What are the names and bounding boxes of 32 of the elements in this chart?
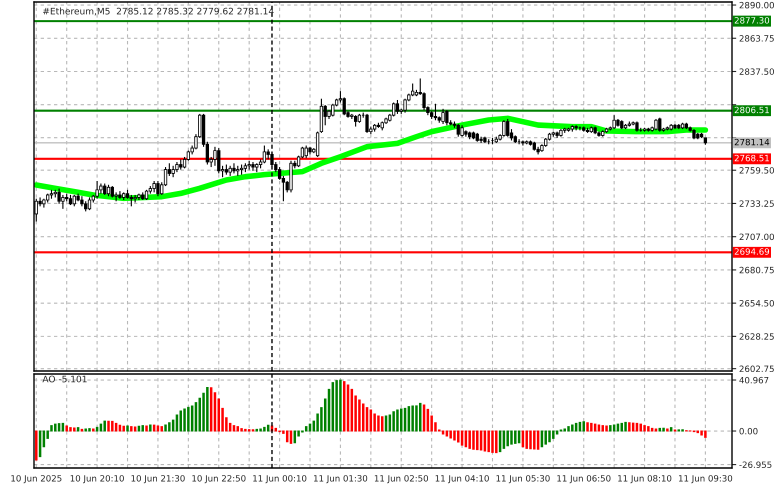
ref-line-label: 2806.51 xyxy=(734,106,769,114)
x-tick-label: 11 Jun 00:10 xyxy=(253,475,306,484)
ref-line-label: 2694.69 xyxy=(734,248,770,255)
annotation: AO -5.101 xyxy=(42,376,87,382)
y-tick-label: 0.00 xyxy=(740,428,758,434)
y-tick-label: 2863.75 xyxy=(740,35,774,42)
x-tick-label: 10 Jun 22:50 xyxy=(192,475,246,484)
text: #Ethereum,M5 2785.12 2785.32 2779.62 2781.14 xyxy=(43,8,274,16)
x-tick-label: 11 Jun 09:30 xyxy=(678,475,732,484)
y-tick-label: 2707.00 xyxy=(740,234,774,240)
x-tick-label: 11 Jun 02:50 xyxy=(374,475,428,484)
x-tick-label: 11 Jun 04:10 xyxy=(436,475,489,484)
x-tick-label: 10 Jun 21:30 xyxy=(132,475,185,484)
y-tick-label: 40.967 xyxy=(739,376,768,384)
x-tick-label: 10 Jun 20:10 xyxy=(70,475,124,484)
y-tick-label: -26.955 xyxy=(739,461,772,468)
y-tick-label: 2837.50 xyxy=(740,68,774,75)
y-tick-label: 2759.50 xyxy=(740,167,774,174)
y-tick-label: 2628.25 xyxy=(740,333,774,340)
x-tick-label: 11 Jun 05:30 xyxy=(496,475,550,484)
y-tick-label: 2602.75 xyxy=(740,366,774,372)
y-tick-label: 2680.75 xyxy=(740,266,774,274)
y-tick-label: 2890.00 xyxy=(740,2,774,8)
ref-line-label: 2877.30 xyxy=(734,17,770,24)
x-tick-label: 11 Jun 08:10 xyxy=(618,475,672,484)
y-tick-label: 2733.25 xyxy=(740,200,774,207)
ref-line-label: 2781.14 xyxy=(734,138,770,146)
x-tick-label: 10 Jun 2025 xyxy=(11,475,62,484)
x-tick-label: 11 Jun 06:50 xyxy=(557,475,611,484)
ref-line-label: 2768.51 xyxy=(734,154,769,162)
x-tick-label: 11 Jun 01:30 xyxy=(314,475,368,484)
y-tick-label: 2654.50 xyxy=(740,300,774,307)
